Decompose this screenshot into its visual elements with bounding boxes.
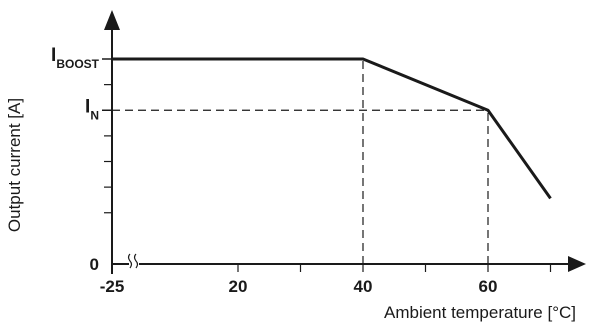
x-tick-label: -25 <box>100 277 125 296</box>
series-layer <box>111 57 552 200</box>
level-label-main: I <box>51 45 56 66</box>
x-tick-label: 20 <box>229 277 248 296</box>
level-label-nominal: IN <box>85 96 99 122</box>
level-label-subscript: N <box>90 108 99 122</box>
axis-break-stroke-1 <box>133 253 139 269</box>
reference-lines <box>112 59 489 264</box>
x-tick-label: 60 <box>479 277 498 296</box>
axis-break-stroke-0 <box>127 253 133 269</box>
axis-break-gap <box>129 255 139 267</box>
axes <box>104 10 586 274</box>
series-line-0 <box>112 57 552 200</box>
level-label-main: I <box>85 96 90 117</box>
level-label-subscript: BOOST <box>56 57 99 71</box>
y-axis-title: Output current [A] <box>5 98 24 232</box>
axis-ticks <box>102 58 552 272</box>
level-label-boost: IBOOST <box>51 45 100 71</box>
x-axis-title: Ambient temperature [°C] <box>384 303 576 322</box>
y-axis-arrow <box>104 10 120 30</box>
x-axis-arrow <box>568 256 586 272</box>
y-tick-label: 0 <box>90 255 99 274</box>
x-tick-label: 40 <box>354 277 373 296</box>
